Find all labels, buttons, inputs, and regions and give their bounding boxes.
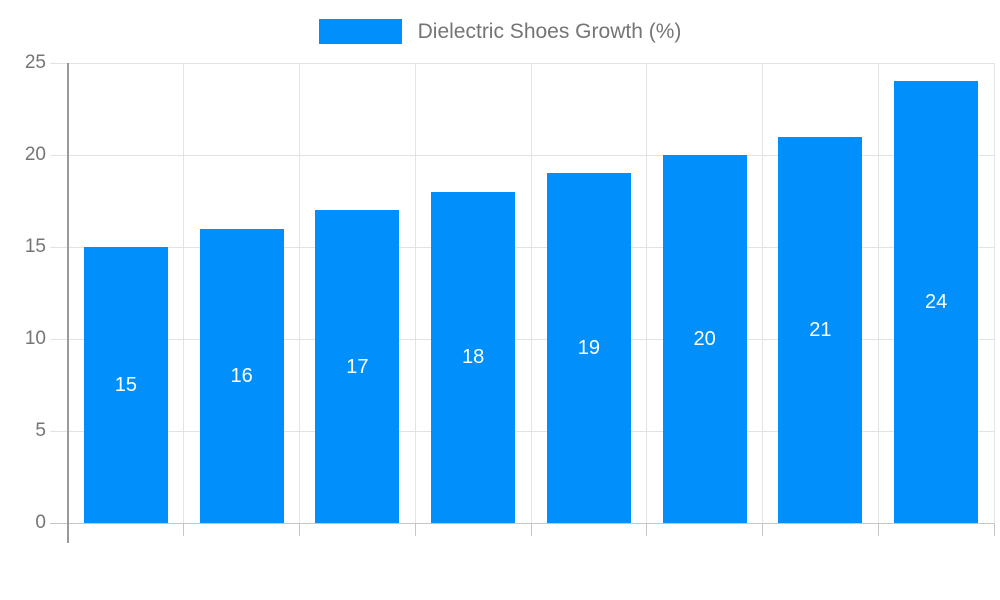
x-gridline <box>183 63 185 523</box>
y-gridline <box>50 338 994 340</box>
bar-2030-2031[interactable] <box>662 155 747 523</box>
y-axis-tick-label: 20 <box>24 144 46 165</box>
y-gridline <box>50 154 994 156</box>
x-gridline <box>299 63 300 523</box>
y-axis-tick-label: 5 <box>35 420 46 441</box>
y-gridline <box>50 246 994 248</box>
y-axis-tick-label: 25 <box>24 52 46 73</box>
x-gridline <box>993 63 995 523</box>
legend-swatch <box>318 19 402 44</box>
x-axis-tick <box>762 523 763 536</box>
x-axis-tick <box>530 523 532 536</box>
bar-2028-2029[interactable] <box>431 191 516 523</box>
bar-2025-2026[interactable] <box>83 247 168 523</box>
bar-2029-2030[interactable] <box>546 173 631 523</box>
x-axis-tick <box>299 523 300 536</box>
x-axis-line <box>50 522 994 524</box>
legend[interactable]: Dielectric Shoes Growth (%) <box>0 19 1000 44</box>
x-axis-tick <box>993 523 995 536</box>
bar-2027-2028[interactable] <box>315 210 400 523</box>
x-axis-tick <box>414 523 416 536</box>
y-gridline <box>50 430 994 432</box>
x-gridline <box>762 63 763 523</box>
y-axis-tick-label: 15 <box>24 236 46 257</box>
bar-2026-2027[interactable] <box>199 228 284 523</box>
y-axis-line <box>67 63 69 543</box>
x-gridline <box>530 63 532 523</box>
bar-2031-2032[interactable] <box>778 136 863 523</box>
x-gridline <box>414 63 416 523</box>
legend-label: Dielectric Shoes Growth (%) <box>417 19 682 43</box>
y-gridline <box>50 62 994 64</box>
x-axis-tick <box>877 523 879 536</box>
x-gridline <box>877 63 879 523</box>
bar-2032-2033[interactable] <box>894 81 979 523</box>
y-axis-tick-label: 10 <box>24 328 46 349</box>
x-gridline <box>646 63 648 523</box>
x-axis-tick <box>646 523 648 536</box>
y-axis-tick-label: 0 <box>35 512 46 533</box>
x-axis-tick <box>183 523 185 536</box>
